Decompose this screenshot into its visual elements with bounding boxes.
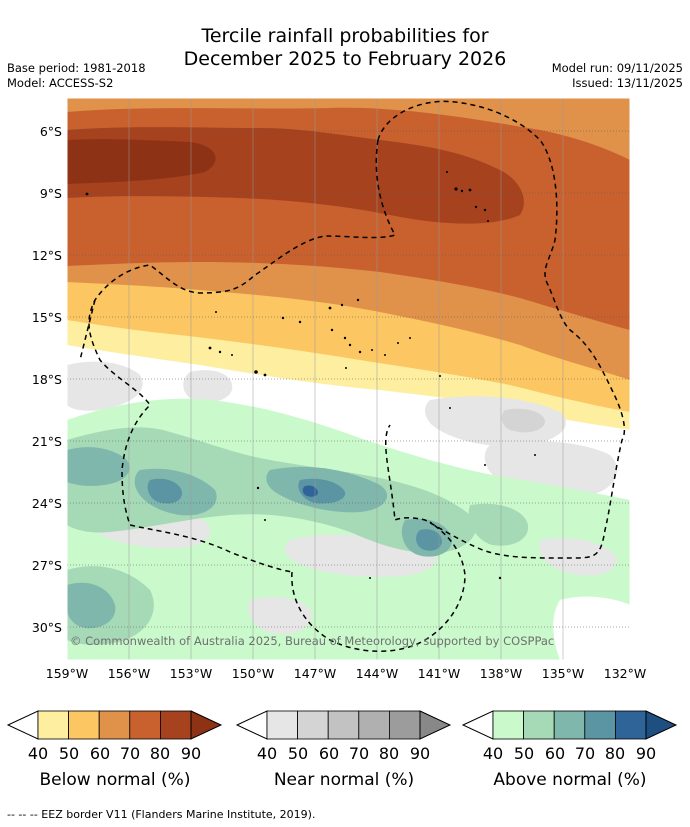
lon-label: 156°W: [107, 666, 151, 681]
legend-tick: 50: [287, 744, 309, 763]
colorbar-extend-low: [6, 710, 39, 740]
legend-tick: 80: [149, 744, 171, 763]
legend-tick: 60: [89, 744, 111, 763]
lat-label: 15°S: [31, 310, 62, 325]
meridians: [128, 98, 564, 660]
lon-label: 144°W: [355, 666, 399, 681]
lon-label: 153°W: [169, 666, 213, 681]
colorbar-extend-high: [190, 710, 223, 740]
legend-title: Near normal (%): [273, 770, 415, 790]
map-title-line2: December 2025 to February 2026: [183, 48, 507, 70]
legend-tick: 90: [409, 744, 431, 763]
meta-left: Base period: 1981-2018 Model: ACCESS-S2: [7, 61, 146, 91]
legend-tick: 60: [318, 744, 340, 763]
base-period: Base period: 1981-2018: [7, 61, 146, 75]
legend-tick: 50: [58, 744, 80, 763]
lon-label: 147°W: [293, 666, 337, 681]
lat-label: 30°S: [31, 620, 62, 635]
colorbar-segment: [523, 710, 555, 740]
lon-label: 141°W: [417, 666, 461, 681]
lat-label: 21°S: [31, 434, 62, 449]
islands: [85, 171, 536, 580]
model-run: Model run: 09/11/2025: [551, 61, 683, 75]
eez-border-line: [377, 100, 626, 559]
lon-label: 138°W: [479, 666, 523, 681]
colorbar-segment: [584, 710, 616, 740]
lat-label: 18°S: [31, 372, 62, 387]
colorbar-segment: [553, 710, 586, 740]
legend-title: Above normal (%): [493, 770, 647, 790]
colorbar-segment: [358, 710, 390, 740]
colorbar-segment: [266, 710, 299, 740]
colorbar-segment: [98, 710, 131, 740]
colorbar-extend-low: [461, 710, 494, 740]
legend-tick: 40: [27, 744, 49, 763]
colorbar-extend-high: [419, 710, 452, 740]
lat-label: 6°S: [39, 124, 62, 139]
lat-label: 12°S: [31, 248, 62, 263]
meta-right: Model run: 09/11/2025 Issued: 13/11/2025: [552, 61, 683, 91]
probability-map: [66, 97, 631, 661]
eez-border-line: [79, 299, 96, 361]
legend-tick: 90: [180, 744, 202, 763]
colorbar-segment: [297, 710, 329, 740]
graticule: [67, 130, 630, 628]
lat-label: 27°S: [31, 558, 62, 573]
model-name: Model: ACCESS-S2: [7, 76, 114, 90]
colorbar-segment: [327, 710, 360, 740]
eez-footer-note: -- -- -- EEZ border V11 (Flanders Marine…: [7, 808, 316, 821]
lon-label: 159°W: [45, 666, 89, 681]
lat-label: 9°S: [39, 186, 62, 201]
legend-tick: 60: [544, 744, 566, 763]
legend-tick: 50: [513, 744, 535, 763]
colorbar-extend-low: [235, 710, 268, 740]
map-fill: [67, 98, 630, 660]
colorbar-near: [235, 710, 452, 740]
legend-tick: 80: [378, 744, 400, 763]
map-title-line1: Tercile rainfall probabilities for: [201, 25, 489, 47]
lon-label: 135°W: [541, 666, 585, 681]
legend-tick: 40: [482, 744, 504, 763]
colorbar-segment: [492, 710, 525, 740]
colorbar-segment: [614, 710, 647, 740]
colorbar-segment: [388, 710, 421, 740]
lon-label: 150°W: [231, 666, 275, 681]
colorbar-segment: [159, 710, 192, 740]
colorbar-extend-high: [645, 710, 678, 740]
colorbar-segment: [37, 710, 70, 740]
lat-label: 24°S: [31, 496, 62, 511]
copyright-notice: © Commonwealth of Australia 2025, Bureau…: [70, 634, 555, 648]
issued-date: Issued: 13/11/2025: [572, 76, 683, 90]
legend-title: Below normal (%): [39, 770, 191, 790]
legend-tick: 80: [604, 744, 626, 763]
legend-tick: 70: [119, 744, 141, 763]
legend-tick: 40: [256, 744, 278, 763]
colorbar-above: [461, 710, 678, 740]
colorbar-below: [6, 710, 223, 740]
lon-label: 132°W: [603, 666, 647, 681]
legend-tick: 70: [574, 744, 596, 763]
colorbar-segment: [68, 710, 100, 740]
eez-border-line: [291, 521, 466, 652]
colorbar-segment: [129, 710, 161, 740]
legend-tick: 70: [348, 744, 370, 763]
legend-tick: 90: [635, 744, 657, 763]
